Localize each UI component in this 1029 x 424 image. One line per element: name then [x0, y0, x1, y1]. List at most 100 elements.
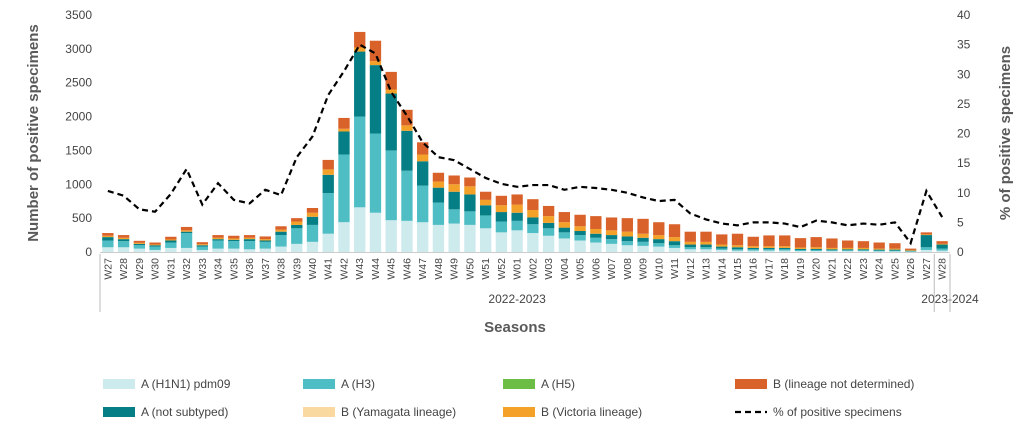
- bar-b-lineage-not-determined-w12-37: [684, 231, 696, 242]
- x-tick-label: W28: [937, 258, 949, 280]
- x-tick-label: W26: [905, 258, 917, 280]
- bar-a-h3-w51-24: [479, 215, 492, 229]
- bar-a-not-subtyped-w19-44: [794, 248, 807, 250]
- bar-b-lineage-not-determined-w17-42: [763, 235, 775, 247]
- plot-area: [100, 31, 950, 253]
- bar-a-h1n1-pdm09-w16-41: [747, 250, 759, 252]
- bar-a-not-subtyped-w26-51: [904, 250, 917, 252]
- bar-a-h3-w11-36: [668, 245, 681, 248]
- bar-a-h1n1-pdm09-w49-22: [448, 223, 460, 252]
- bar-b-victoria-lineage-w03-28: [542, 216, 555, 223]
- bar-b-lineage-not-determined-w03-28: [542, 205, 555, 217]
- bar-a-not-subtyped-w02-27: [527, 217, 539, 225]
- bar-a-not-subtyped-w24-49: [873, 249, 885, 251]
- bar-a-not-subtyped-w27-52: [920, 235, 933, 248]
- bar-b-victoria-lineage-w29-2: [133, 242, 146, 244]
- bar-a-h1n1-pdm09-w19-44: [794, 250, 807, 252]
- legend-swatch: [103, 407, 135, 417]
- y-tick-label: 0: [85, 245, 92, 259]
- bar-b-victoria-lineage-w41-14: [322, 169, 334, 175]
- bar-a-not-subtyped-w47-20: [417, 161, 429, 186]
- bar-a-not-subtyped-w09-34: [637, 237, 649, 242]
- bar-a-h1n1-pdm09-w39-12: [291, 243, 303, 252]
- legend-label: A (H1N1) pdm09: [141, 377, 231, 391]
- x-tick-label: W13: [701, 258, 713, 280]
- bar-a-h3-w31-4: [165, 242, 177, 248]
- bar-b-victoria-lineage-w28-1: [117, 237, 130, 240]
- bar-b-lineage-not-determined-w38-11: [275, 226, 287, 230]
- y2-tick-label: 15: [957, 156, 971, 170]
- bar-a-h1n1-pdm09-w37-10: [259, 248, 271, 252]
- x-tick-label: W52: [496, 258, 508, 280]
- bar-b-victoria-lineage-w01-26: [511, 204, 523, 213]
- legend-label: B (Victoria lineage): [541, 405, 642, 419]
- bar-a-h3-w28-1: [117, 241, 130, 248]
- bar-a-h1n1-pdm09-w11-36: [668, 247, 681, 252]
- bar-a-h1n1-pdm09-w27-52: [920, 249, 933, 252]
- bar-a-not-subtyped-w10-35: [653, 239, 665, 244]
- bar-b-victoria-lineage-w20-45: [810, 247, 822, 249]
- right-axis-ticks: 0 5 10 15 20 25 30 35 40: [957, 8, 971, 259]
- bar-b-victoria-lineage-w35-8: [228, 238, 240, 240]
- bar-b-lineage-not-determined-w32-5: [180, 226, 193, 231]
- bar-a-h3-w39-12: [291, 228, 303, 244]
- legend-item-b-lineage-not-determined: B (lineage not determined): [735, 377, 914, 391]
- x-tick-label: W16: [748, 258, 760, 280]
- bar-a-not-subtyped-w05-30: [574, 231, 586, 236]
- bar-a-h3-w35-8: [228, 241, 240, 249]
- bar-b-lineage-not-determined-w05-30: [574, 214, 586, 227]
- bar-a-not-subtyped-w38-11: [275, 231, 287, 236]
- bar-a-h3-w03-28: [542, 228, 555, 236]
- bar-b-victoria-lineage-w09-34: [637, 233, 649, 238]
- bar-a-not-subtyped-w28-53: [936, 244, 948, 249]
- bar-a-h1n1-pdm09-w41-14: [322, 233, 334, 252]
- bar-b-victoria-lineage-w44-17: [369, 61, 382, 66]
- x-tick-label: W27: [921, 258, 933, 280]
- left-axis-ticks: 0 500 1000 1500 2000 2500 3000 3500: [65, 8, 92, 259]
- y-tick-label: 2000: [65, 110, 92, 124]
- bar-a-h1n1-pdm09-w46-19: [401, 220, 413, 252]
- bar-a-not-subtyped-w03-28: [542, 222, 555, 229]
- legend-label: A (H5): [541, 377, 575, 391]
- bar-b-lineage-not-determined-w27-52: [920, 232, 933, 235]
- bar-b-victoria-lineage-w06-31: [590, 228, 602, 234]
- bar-a-h1n1-pdm09-w51-24: [479, 228, 492, 252]
- x-tick-label: W01: [512, 258, 524, 280]
- x-tick-label: W22: [842, 258, 854, 280]
- legend-swatch: [303, 379, 335, 389]
- bar-b-victoria-lineage-w27-52: [920, 234, 933, 236]
- bar-b-victoria-lineage-w33-6: [196, 244, 208, 246]
- bar-a-h1n1-pdm09-w06-31: [590, 242, 602, 252]
- x-tick-label: W04: [559, 258, 571, 280]
- bar-a-h1n1-pdm09-w18-43: [779, 250, 791, 252]
- bar-a-not-subtyped-w44-17: [369, 65, 382, 134]
- y-axis-title: Number of positive specimens: [25, 24, 42, 242]
- bar-a-not-subtyped-w42-15: [338, 131, 350, 155]
- x-tick-label: W43: [354, 258, 366, 280]
- bar-b-victoria-lineage-w31-4: [165, 239, 177, 241]
- bar-b-victoria-lineage-w25-50: [889, 248, 901, 250]
- bar-b-victoria-lineage-w30-3: [149, 244, 161, 246]
- y2-tick-label: 10: [957, 186, 971, 200]
- x-tick-label: W42: [338, 258, 350, 280]
- bar-a-not-subtyped-w45-18: [385, 93, 397, 151]
- legend-item-a-h1n1-pdm09: A (H1N1) pdm09: [103, 377, 231, 391]
- bar-a-h3-w43-16: [354, 116, 366, 208]
- bar-a-not-subtyped-w40-13: [306, 216, 319, 225]
- bar-a-h3-w46-19: [401, 170, 413, 221]
- bar-b-lineage-not-determined-w13-38: [700, 231, 712, 242]
- bar-a-h1n1-pdm09-w23-48: [857, 250, 870, 252]
- bar-b-victoria-lineage-w07-32: [605, 230, 618, 236]
- bar-a-h1n1-pdm09-w15-40: [731, 250, 744, 252]
- bar-a-h1n1-pdm09-w09-34: [637, 245, 649, 252]
- bar-a-h1n1-pdm09-w04-29: [558, 238, 571, 252]
- bar-a-h3-w08-33: [621, 241, 633, 246]
- bar-a-h3-w42-15: [338, 154, 350, 223]
- bar-b-lineage-not-determined-w09-34: [637, 218, 649, 234]
- bar-b-victoria-lineage-w40-13: [306, 212, 319, 217]
- x-tick-label: W50: [464, 258, 476, 280]
- bar-a-not-subtyped-w17-42: [763, 247, 775, 250]
- legend-label: % of positive specimens: [773, 405, 902, 419]
- bar-b-victoria-lineage-w05-30: [574, 226, 586, 232]
- bar-a-h1n1-pdm09-w38-11: [275, 246, 287, 252]
